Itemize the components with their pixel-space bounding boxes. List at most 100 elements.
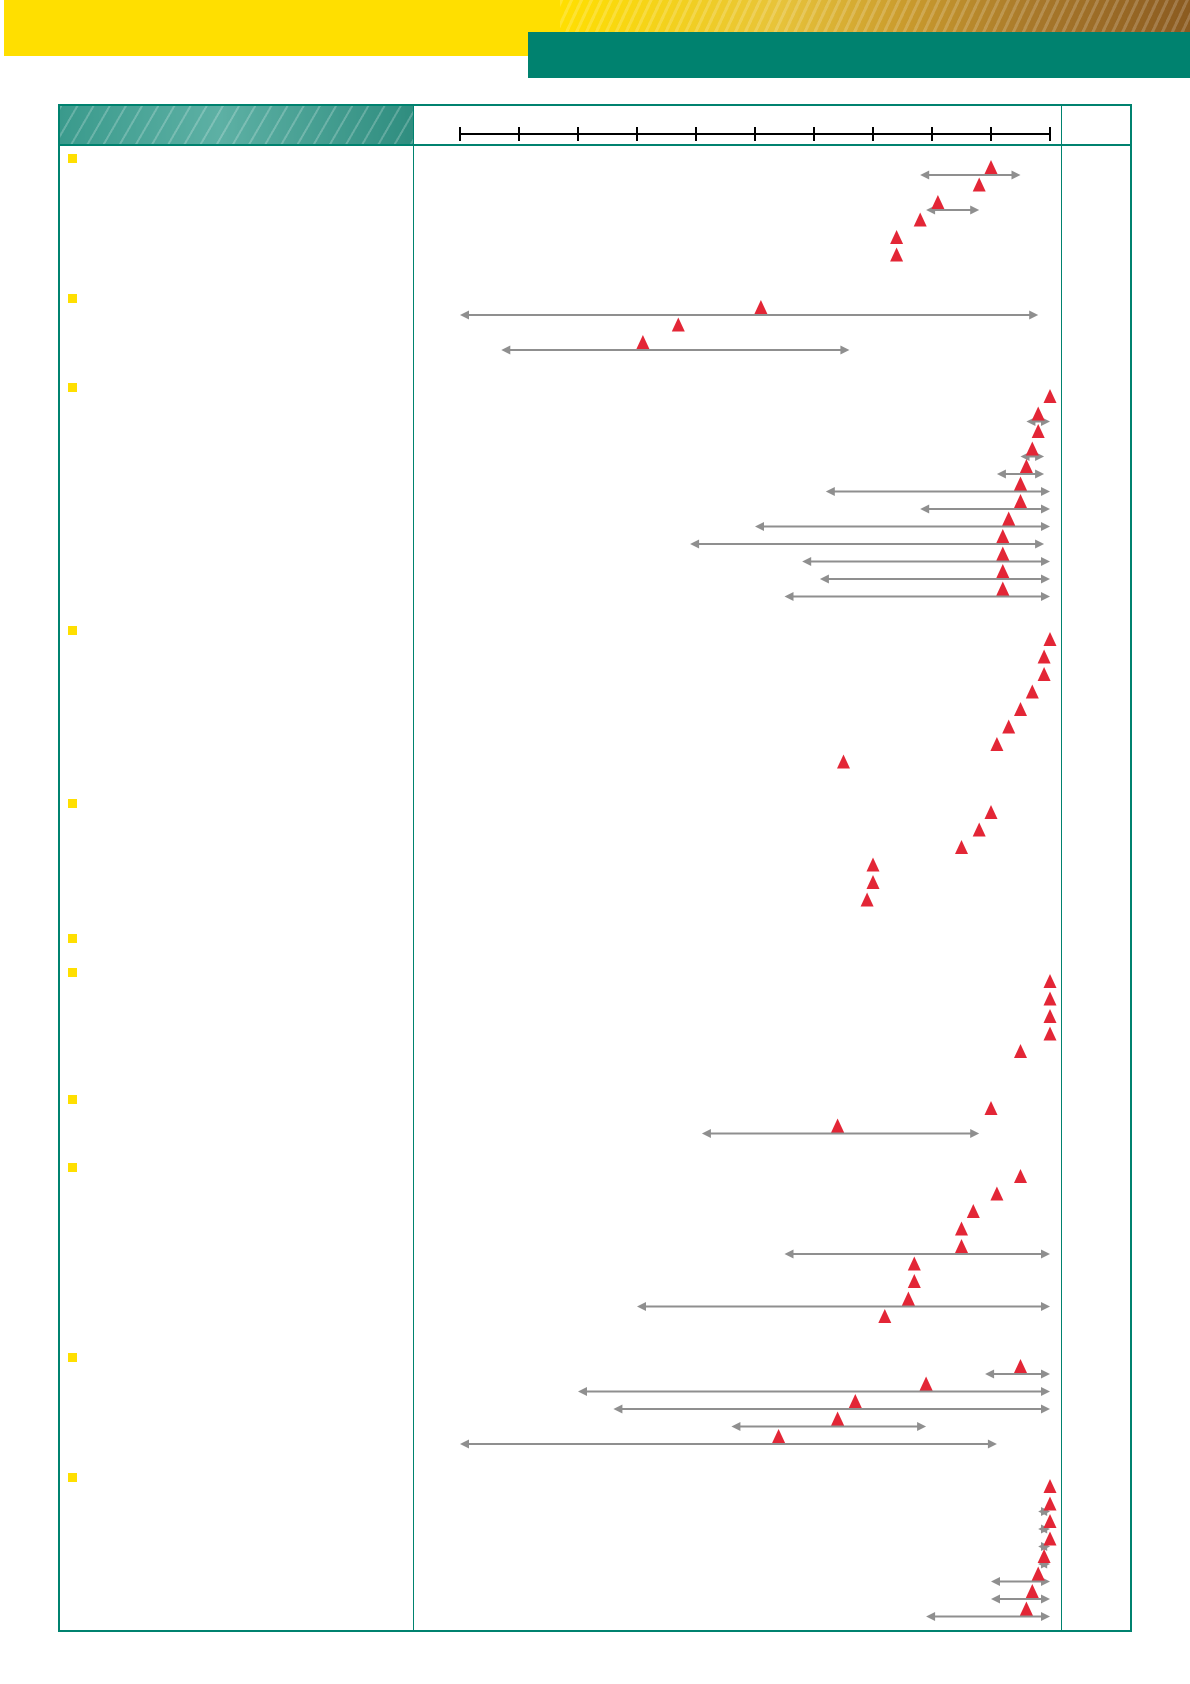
range-arrow-right [970, 1129, 980, 1138]
value-marker [966, 1204, 980, 1218]
value-marker [1043, 974, 1057, 988]
value-marker [1037, 1549, 1051, 1563]
range-arrow-right [1041, 1524, 1050, 1534]
value-marker [671, 317, 685, 332]
value-marker [955, 840, 968, 854]
value-marker [636, 335, 650, 349]
header-decorative-image [560, 0, 1190, 36]
value-marker [972, 177, 986, 192]
group-bullet [68, 1095, 77, 1104]
value-marker [890, 247, 904, 262]
value-marker [1043, 1531, 1057, 1546]
value-marker [1025, 441, 1039, 456]
value-marker [996, 529, 1010, 543]
value-marker [984, 160, 998, 174]
range-arrow-left [501, 345, 511, 355]
header-band-teal [528, 32, 1190, 78]
value-marker [1043, 1026, 1057, 1041]
range-arrow-left [920, 504, 930, 514]
range-arrow-left [731, 1422, 741, 1431]
group-bullet [68, 626, 77, 635]
label-column-divider [413, 106, 414, 1630]
range-arrow-right [1041, 592, 1050, 601]
value-marker [996, 581, 1010, 596]
range-arrow-left [578, 1387, 587, 1396]
value-marker [837, 754, 850, 769]
value-marker [1031, 424, 1045, 438]
range-arrow-right [1041, 1594, 1050, 1604]
value-marker [860, 892, 874, 907]
value-marker [1025, 1584, 1039, 1598]
value-marker [984, 1101, 998, 1115]
value-marker [1014, 476, 1027, 491]
value-marker [984, 805, 998, 819]
value-marker [990, 737, 1004, 751]
group-bullet [68, 934, 77, 943]
range-arrow-right [1041, 504, 1050, 514]
range-arrow-right [1041, 1249, 1050, 1259]
group-bullet [68, 1163, 77, 1172]
value-marker [955, 1221, 968, 1236]
value-marker [907, 1274, 921, 1288]
range-arrow-left [985, 1369, 995, 1379]
value-marker [754, 300, 768, 314]
table-header-rule [60, 144, 1130, 146]
range-arrow-right [1041, 487, 1050, 496]
value-marker [1043, 389, 1057, 403]
value-marker [901, 1291, 915, 1306]
group-bullet [68, 1353, 77, 1362]
group-bullet [68, 294, 77, 303]
range-arrow-right [1041, 1542, 1050, 1551]
value-marker [1014, 1169, 1027, 1183]
value-marker [1014, 1359, 1027, 1373]
group-bullet [68, 799, 77, 808]
range-arrow-right [1041, 1387, 1050, 1396]
group-bullet [68, 968, 77, 977]
range-arrow-left [825, 487, 835, 496]
value-marker [913, 212, 927, 227]
value-marker [1019, 459, 1033, 473]
value-marker [1002, 719, 1016, 734]
range-arrow-left [637, 1302, 646, 1311]
range-arrow-right [1011, 170, 1021, 180]
value-marker [1043, 991, 1057, 1006]
range-arrow-left [701, 1129, 711, 1138]
range-arrow-left [784, 1249, 794, 1259]
range-arrow-right [1041, 557, 1050, 566]
range-arrow-right [1035, 539, 1045, 549]
range-arrow-left [690, 539, 700, 549]
range-arrow-left [460, 310, 469, 320]
value-marker [1014, 1044, 1027, 1058]
group-bullet [68, 1473, 77, 1482]
value-marker [1043, 632, 1057, 646]
range-arrow-left [784, 592, 794, 601]
value-marker [931, 195, 945, 209]
value-marker [919, 1376, 933, 1391]
value-marker [878, 1309, 892, 1323]
value-marker [1031, 1566, 1045, 1581]
range-arrow-right [1041, 1302, 1050, 1311]
value-marker [1043, 1496, 1057, 1511]
value-marker [866, 875, 880, 889]
range-arrow-left [802, 557, 812, 566]
range-arrow-right [1041, 574, 1050, 584]
value-marker [1019, 1601, 1033, 1616]
range-arrow-left [920, 170, 930, 180]
value-marker [1043, 1009, 1057, 1023]
value-marker [955, 1239, 968, 1253]
value-marker [996, 546, 1010, 561]
value-marker [831, 1411, 845, 1426]
range-arrow-right [1041, 1404, 1050, 1414]
value-marker [990, 1186, 1004, 1201]
range-arrow-left [926, 1612, 936, 1621]
value-marker [1014, 494, 1027, 508]
value-marker [1037, 649, 1051, 664]
value-marker [890, 230, 904, 244]
range-arrow-right [970, 205, 980, 215]
value-marker [1025, 684, 1039, 699]
value-marker [1031, 406, 1045, 421]
value-marker [1043, 1514, 1057, 1528]
value-marker [1043, 1479, 1057, 1493]
value-marker [1002, 511, 1016, 526]
value-marker [772, 1429, 786, 1443]
